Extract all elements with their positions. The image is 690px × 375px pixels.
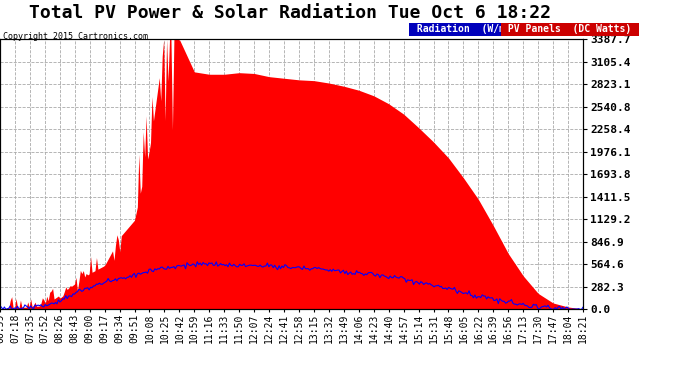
Text: PV Panels  (DC Watts): PV Panels (DC Watts) [502,24,638,34]
Text: Copyright 2015 Cartronics.com: Copyright 2015 Cartronics.com [3,32,148,41]
Text: Total PV Power & Solar Radiation Tue Oct 6 18:22: Total PV Power & Solar Radiation Tue Oct… [29,4,551,22]
Text: Radiation  (W/m2): Radiation (W/m2) [411,24,522,34]
